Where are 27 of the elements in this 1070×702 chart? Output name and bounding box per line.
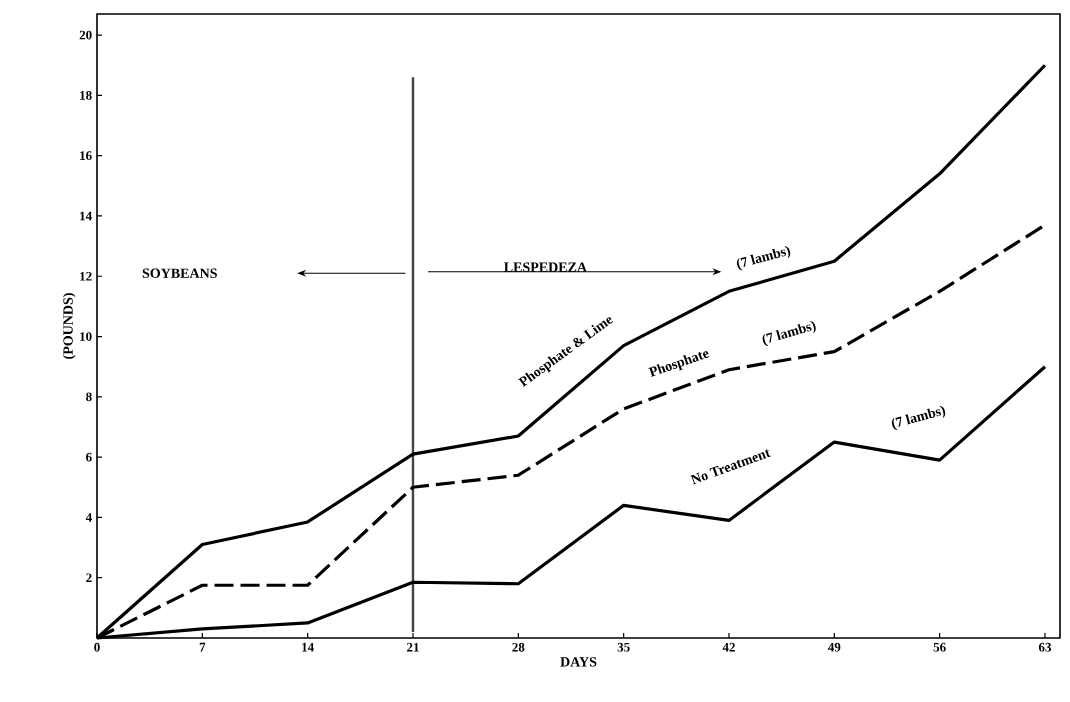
annotation: (7 lambs) xyxy=(891,405,946,431)
x-tick-label: 0 xyxy=(94,642,100,652)
x-tick-label: 14 xyxy=(302,642,314,652)
y-tick-label: 14 xyxy=(80,211,92,221)
x-tick-label: 56 xyxy=(933,642,946,652)
x-tick-label: 49 xyxy=(827,642,841,652)
x-tick-label: 35 xyxy=(617,642,630,652)
x-tick-label: 42 xyxy=(722,642,735,652)
y-tick-label: 12 xyxy=(80,271,92,281)
y-axis-title: (POUNDS) xyxy=(62,293,76,359)
x-tick-label: 21 xyxy=(407,642,419,652)
x-tick-label: 28 xyxy=(512,642,525,652)
y-tick-label: 16 xyxy=(80,151,92,161)
annotation: (7 lambs) xyxy=(736,245,791,271)
y-tick-label: 4 xyxy=(85,513,92,522)
y-tick-label: 2 xyxy=(86,573,92,583)
x-axis-title: DAYS xyxy=(560,657,597,667)
y-tick-label: 20 xyxy=(79,30,92,40)
y-tick-label: 18 xyxy=(80,91,92,100)
y-tick-label: 8 xyxy=(86,392,92,402)
x-tick-label: 7 xyxy=(199,642,206,652)
y-tick-label: 10 xyxy=(80,332,92,341)
x-tick-label: 63 xyxy=(1038,642,1052,652)
annotation: (7 lambs) xyxy=(762,320,816,347)
annotation: SOYBEANS xyxy=(142,268,217,278)
y-tick-label: 6 xyxy=(86,452,92,462)
annotation: LESPEDEZA xyxy=(504,262,587,272)
